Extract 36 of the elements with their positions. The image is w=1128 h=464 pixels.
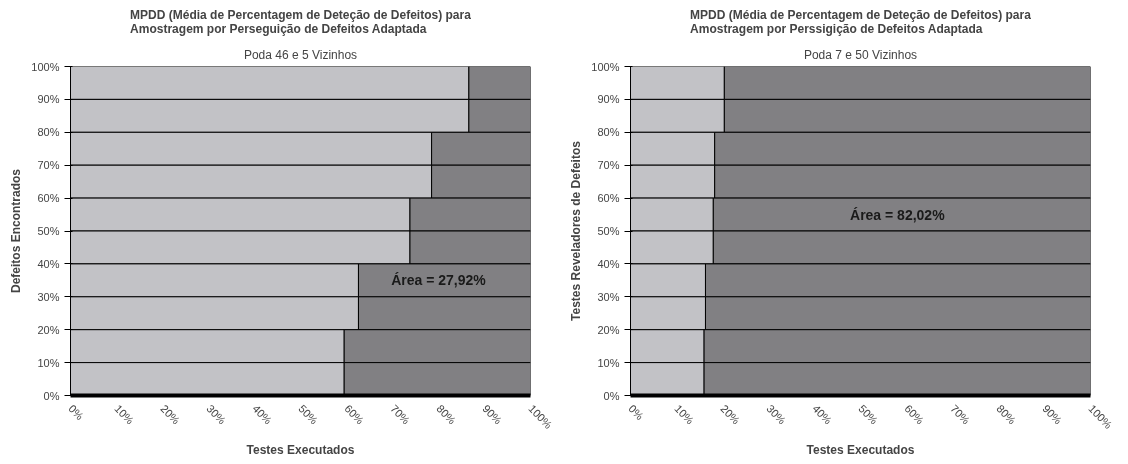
y-tick-label: 0%: [43, 389, 60, 402]
chart-title: MPDD (Média de Percentagem de Deteção de Defeitos) para Amostragem por Perssigição de Defeitos Adaptada: [690, 7, 1032, 36]
y-tick-label: 40%: [597, 257, 620, 270]
y-tick-label: 90%: [597, 93, 620, 106]
y-tick-label: 70%: [37, 159, 60, 172]
y-tick-label: 80%: [597, 126, 620, 139]
y-tick-label: 50%: [37, 225, 60, 237]
y-tick-label: 0%: [603, 389, 620, 402]
chart-subtitle: Poda 46 e 5 Vizinhos: [243, 47, 358, 62]
y-tick-label: 80%: [37, 126, 60, 139]
y-tick-label: 20%: [597, 323, 620, 336]
y-axis-title: Defeitos Encontrados: [9, 168, 24, 294]
chart-title: MPDD (Média de Percentagem de Deteção de Defeitos) para Amostragem por Perseguição de Defeitos Adaptada: [130, 7, 472, 36]
x-tick-label: 40%: [810, 402, 835, 427]
y-tick-label: 10%: [37, 356, 60, 369]
y-tick-label: 30%: [37, 290, 60, 303]
y-tick-label: 60%: [37, 192, 60, 205]
chart-subtitle: Poda 7 e 50 Vizinhos: [803, 47, 918, 62]
annotation: Área = 27,92%: [391, 272, 487, 289]
y-tick-label: 10%: [597, 356, 620, 369]
y-tick-label: 40%: [37, 257, 60, 270]
y-tick-label: 20%: [37, 323, 60, 336]
x-tick-label: 0%: [626, 402, 647, 423]
y-axis-title: Testes Reveladores de Defeitos: [569, 140, 584, 321]
y-tick-label: 60%: [597, 192, 620, 205]
x-tick-label: 40%: [250, 402, 275, 427]
x-axis-title: Testes Executados: [246, 443, 355, 458]
annotation: Área = 82,02%: [850, 206, 946, 223]
x-axis-title: Testes Executados: [806, 443, 915, 458]
y-tick-label: 50%: [597, 225, 620, 237]
y-tick-label: 90%: [37, 93, 60, 106]
y-tick-label: 70%: [597, 159, 620, 172]
y-tick-label: 30%: [597, 290, 620, 303]
y-tick-label: 100%: [591, 60, 620, 73]
x-tick-label: 0%: [66, 402, 87, 423]
y-tick-label: 100%: [31, 60, 60, 73]
